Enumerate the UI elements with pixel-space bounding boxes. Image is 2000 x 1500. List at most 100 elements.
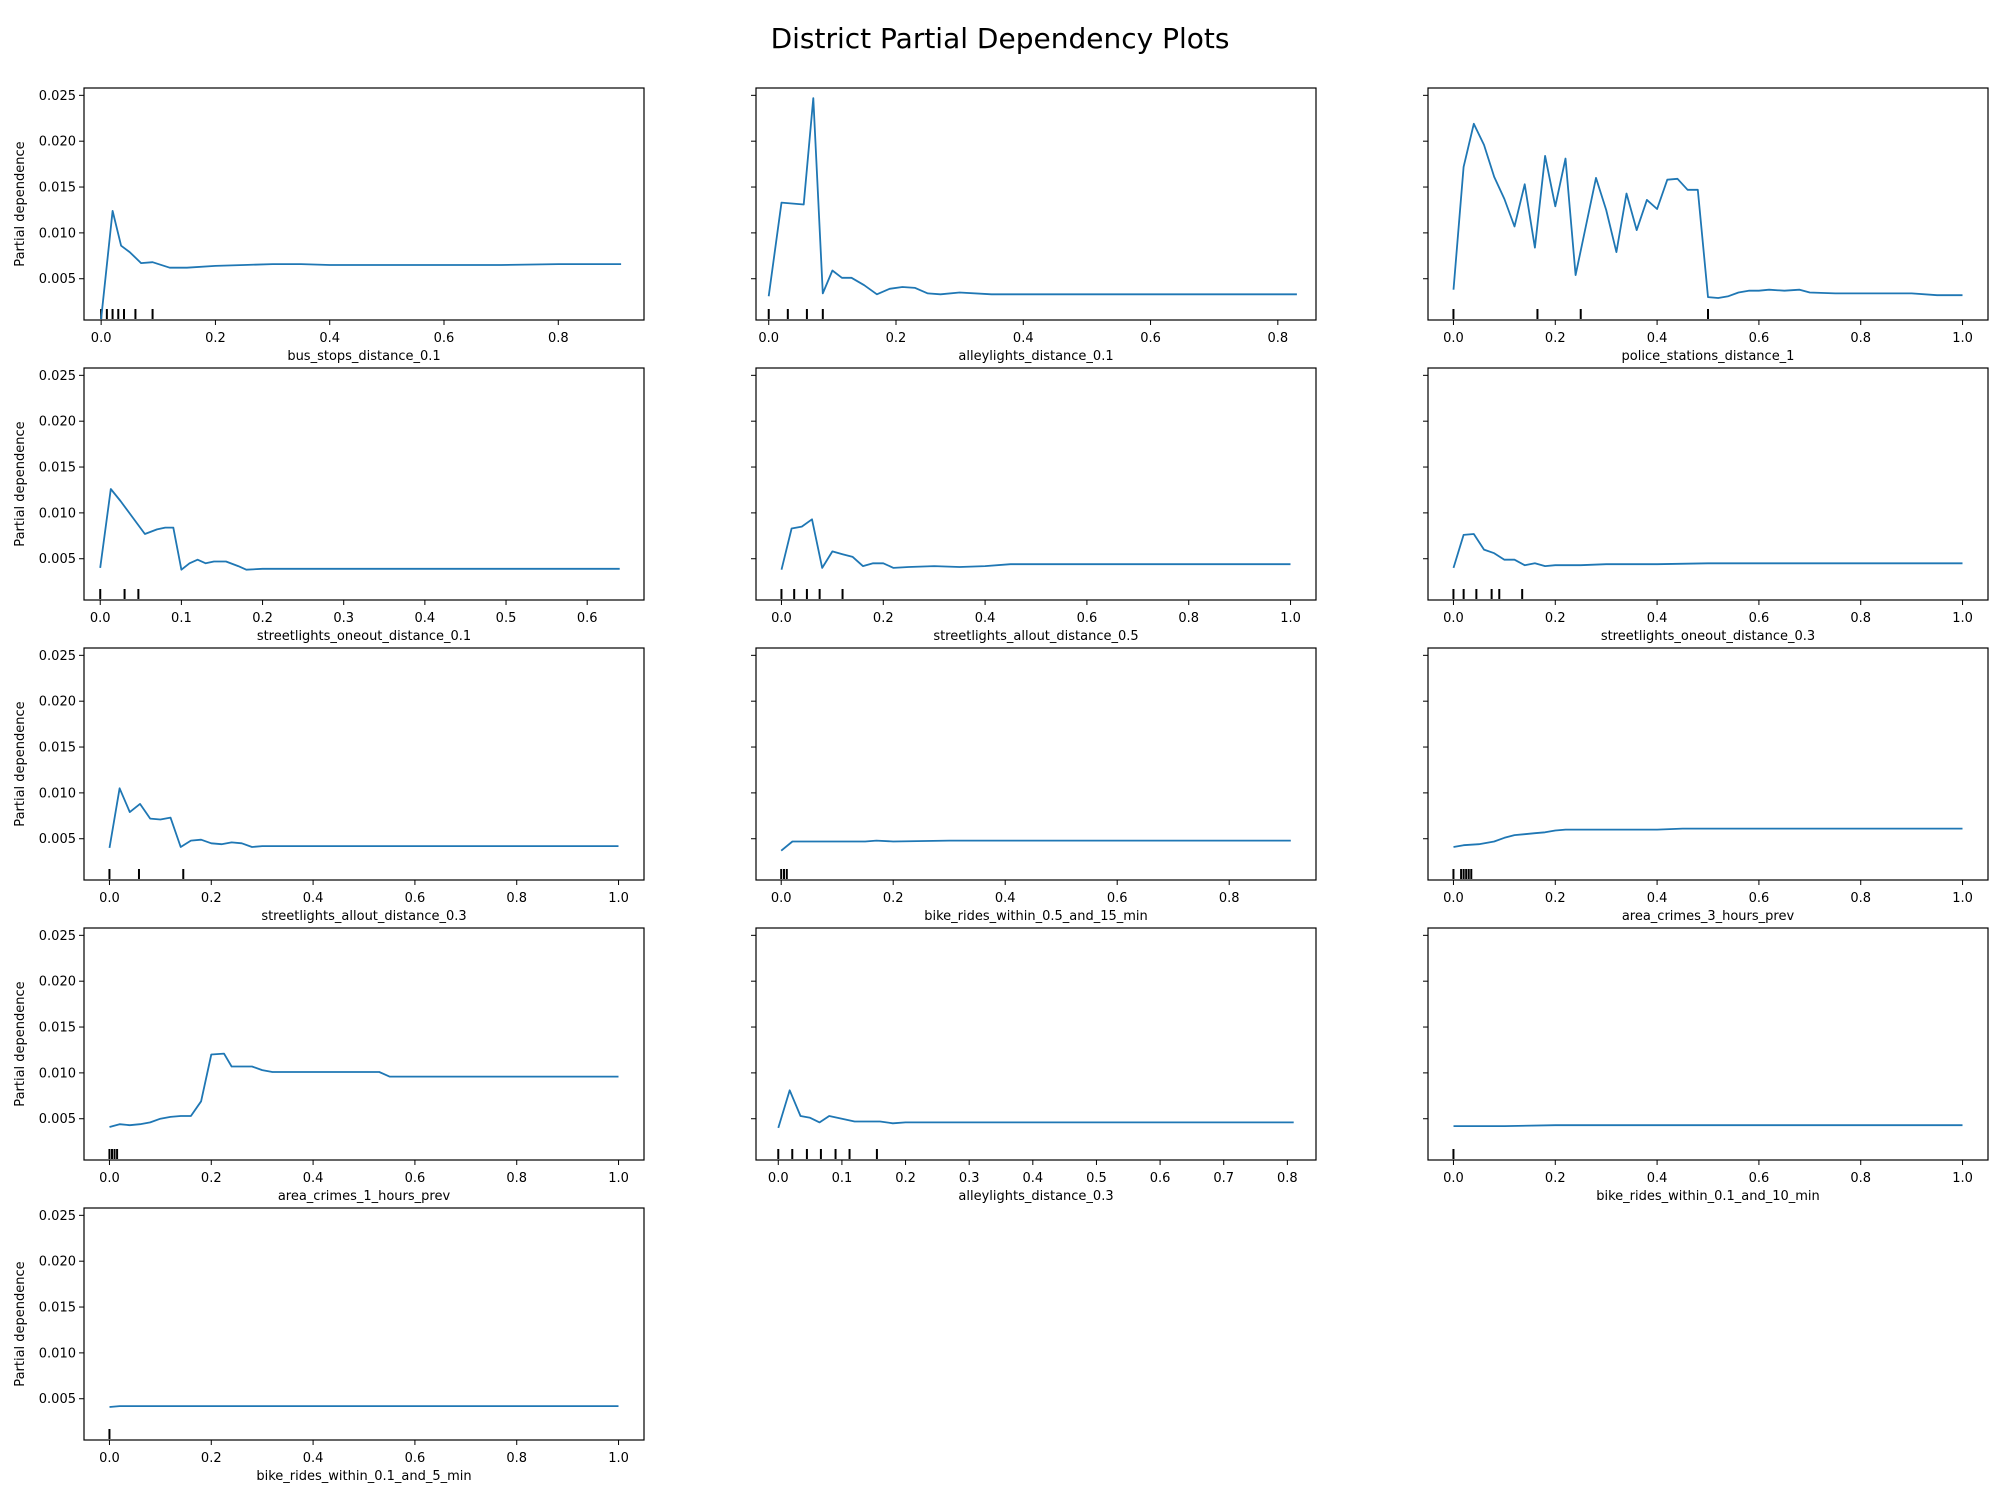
x-axis-label: bus_stops_distance_0.1 — [287, 349, 440, 364]
pd-line — [1452, 122, 1963, 299]
x-tick-label: 0.3 — [959, 1171, 980, 1186]
x-axis-label: bike_rides_within_0.1_and_5_min — [256, 1469, 471, 1484]
subplot-4: 0.0 0.1 0.2 0.3 0.4 0.5 0.6 0.005 0.010 0.015 0.02… — [13, 367, 645, 644]
x-tick-label: 0.0 — [1443, 331, 1464, 346]
x-tick-label: 0.6 — [1107, 891, 1128, 906]
x-tick-label: 1.0 — [1280, 611, 1301, 626]
x-tick-label: 0.2 — [252, 611, 273, 626]
x-tick-label: 0.0 — [91, 331, 112, 346]
axes-frame — [755, 367, 1317, 601]
subplot-5: 0.0 0.2 0.4 0.6 0.8 1.0 streetlights_allout_di… — [751, 367, 1317, 644]
x-axis-label: streetlights_allout_distance_0.3 — [261, 909, 466, 924]
y-tick-label: 0.025 — [39, 89, 76, 104]
x-tick-label: 0.8 — [1850, 611, 1871, 626]
axes-frame — [1427, 87, 1989, 321]
y-axis-label: Partial dependence — [13, 981, 28, 1106]
x-tick-label: 0.0 — [1443, 611, 1464, 626]
x-tick-label: 0.4 — [1013, 331, 1034, 346]
y-tick-label: 0.010 — [39, 1066, 76, 1081]
x-tick-label: 0.0 — [99, 1171, 120, 1186]
y-tick-label: 0.025 — [39, 929, 76, 944]
y-tick-label: 0.005 — [39, 1112, 76, 1127]
y-tick-label: 0.015 — [39, 461, 76, 476]
y-axis-label: Partial dependence — [13, 421, 28, 546]
axes-frame — [755, 647, 1317, 881]
x-tick-label: 0.4 — [1022, 1171, 1043, 1186]
x-tick-label: 0.8 — [1850, 331, 1871, 346]
x-tick-label: 0.0 — [771, 891, 792, 906]
axes-frame — [83, 367, 645, 601]
x-tick-label: 0.6 — [405, 1171, 426, 1186]
x-axis-label: police_stations_distance_1 — [1622, 349, 1795, 364]
x-tick-label: 0.4 — [303, 1171, 324, 1186]
x-tick-label: 0.2 — [201, 891, 222, 906]
x-tick-label: 0.6 — [1077, 611, 1098, 626]
x-tick-label: 0.4 — [1647, 1171, 1668, 1186]
x-tick-label: 0.6 — [1749, 331, 1770, 346]
x-tick-label: 0.2 — [201, 1171, 222, 1186]
x-tick-label: 1.0 — [608, 1171, 629, 1186]
y-axis-label: Partial dependence — [13, 701, 28, 826]
pd-line — [1453, 1124, 1963, 1127]
x-axis-label: streetlights_oneout_distance_0.1 — [257, 629, 471, 644]
x-tick-label: 0.6 — [577, 611, 598, 626]
subplot-13: 0.0 0.2 0.4 0.6 0.8 1.0 0.005 0.010 0.015 0.020 0.… — [13, 1207, 645, 1484]
x-tick-label: 0.6 — [1150, 1171, 1171, 1186]
axes-frame — [1427, 647, 1989, 881]
x-tick-label: 0.0 — [768, 1171, 789, 1186]
y-tick-label: 0.015 — [39, 1021, 76, 1036]
x-tick-label: 0.8 — [1178, 611, 1199, 626]
y-tick-label: 0.015 — [39, 741, 76, 756]
x-tick-label: 0.2 — [1545, 331, 1566, 346]
x-axis-label: alleylights_distance_0.1 — [958, 349, 1113, 364]
x-tick-label: 0.6 — [405, 1451, 426, 1466]
y-tick-label: 0.025 — [39, 1209, 76, 1224]
x-tick-label: 0.6 — [434, 331, 455, 346]
x-tick-label: 0.5 — [496, 611, 517, 626]
x-tick-label: 0.8 — [506, 891, 527, 906]
subplot-6: 0.0 0.2 0.4 0.6 0.8 1.0 streetlights_oneout_di… — [1423, 367, 1989, 644]
subplot-1: 0.0 0.2 0.4 0.6 0.8 0.005 0.010 0.015 0.020 0.025… — [13, 87, 645, 364]
figure-title: District Partial Dependency Plots — [770, 22, 1230, 55]
subplot-8: 0.0 0.2 0.4 0.6 0.8 bike_rides_within_0.5_and… — [751, 647, 1317, 924]
pd-line — [109, 1052, 619, 1128]
x-tick-label: 0.8 — [1850, 1171, 1871, 1186]
x-tick-label: 0.0 — [771, 611, 792, 626]
x-tick-label: 0.6 — [1749, 611, 1770, 626]
x-tick-label: 0.2 — [201, 1451, 222, 1466]
x-tick-label: 0.5 — [1086, 1171, 1107, 1186]
y-tick-label: 0.025 — [39, 369, 76, 384]
pd-line — [108, 787, 619, 849]
x-tick-label: 0.2 — [1545, 611, 1566, 626]
x-tick-label: 0.4 — [303, 891, 324, 906]
axes-frame — [755, 927, 1317, 1161]
x-axis-label: area_crimes_1_hours_prev — [278, 1189, 451, 1204]
subplot-12: 0.0 0.2 0.4 0.6 0.8 1.0 bike_rides_within_0.1_… — [1423, 927, 1989, 1204]
x-tick-label: 0.4 — [975, 611, 996, 626]
pd-line — [1453, 827, 1963, 848]
x-tick-label: 0.8 — [506, 1171, 527, 1186]
subplot-7: 0.0 0.2 0.4 0.6 0.8 1.0 0.005 0.010 0.015 0.020 0.… — [13, 647, 645, 924]
x-tick-label: 0.4 — [995, 891, 1016, 906]
x-tick-label: 0.2 — [873, 611, 894, 626]
x-tick-label: 0.6 — [1749, 1171, 1770, 1186]
x-tick-label: 0.0 — [99, 1451, 120, 1466]
x-tick-label: 0.4 — [319, 331, 340, 346]
x-tick-label: 1.0 — [1952, 611, 1973, 626]
y-tick-label: 0.015 — [39, 181, 76, 196]
x-axis-label: streetlights_allout_distance_0.5 — [933, 629, 1138, 644]
y-axis-label: Partial dependence — [13, 141, 28, 266]
x-tick-label: 0.2 — [1545, 891, 1566, 906]
y-tick-label: 0.010 — [39, 226, 76, 241]
y-tick-label: 0.020 — [39, 975, 76, 990]
x-tick-label: 0.6 — [1140, 331, 1161, 346]
pd-line — [100, 209, 622, 320]
x-tick-label: 1.0 — [1952, 1171, 1973, 1186]
x-tick-label: 0.2 — [1545, 1171, 1566, 1186]
x-tick-label: 0.2 — [895, 1171, 916, 1186]
x-tick-label: 0.6 — [405, 891, 426, 906]
pd-line — [777, 1089, 1294, 1129]
pd-line — [767, 97, 1297, 297]
y-tick-label: 0.020 — [39, 1255, 76, 1270]
